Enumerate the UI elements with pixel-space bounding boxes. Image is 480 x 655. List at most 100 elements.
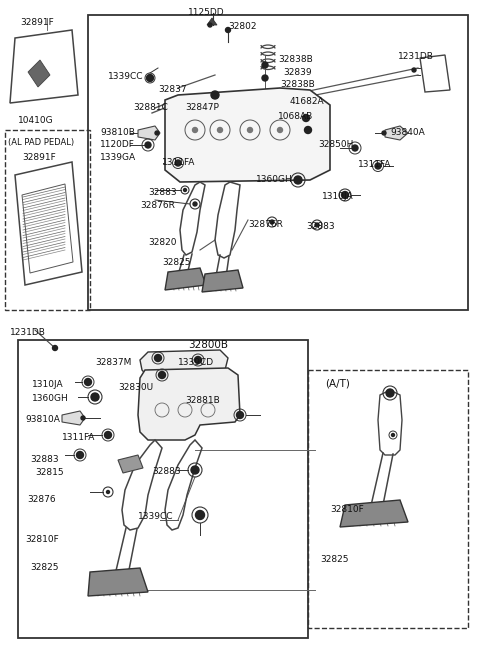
Bar <box>18 340 308 638</box>
Circle shape <box>304 126 312 134</box>
Circle shape <box>392 434 395 436</box>
Polygon shape <box>202 270 243 292</box>
Text: 32847P: 32847P <box>185 103 219 112</box>
Circle shape <box>105 432 111 438</box>
Circle shape <box>158 371 166 379</box>
Text: 32876: 32876 <box>27 495 56 504</box>
Circle shape <box>155 354 161 362</box>
Text: 93810B: 93810B <box>100 128 135 137</box>
Text: 32883: 32883 <box>30 455 59 464</box>
Circle shape <box>76 451 84 458</box>
Circle shape <box>192 128 197 132</box>
Circle shape <box>237 411 243 419</box>
Circle shape <box>195 510 204 519</box>
Circle shape <box>81 416 85 420</box>
Text: 32883: 32883 <box>306 222 335 231</box>
Text: 1311FA: 1311FA <box>162 158 195 167</box>
Text: 32881C: 32881C <box>133 103 168 112</box>
Polygon shape <box>207 18 217 25</box>
Polygon shape <box>138 368 240 440</box>
Polygon shape <box>118 455 143 473</box>
Text: 32825: 32825 <box>320 555 348 564</box>
Circle shape <box>270 220 274 224</box>
Text: 1120DF: 1120DF <box>100 140 135 149</box>
Circle shape <box>175 160 181 166</box>
Text: 1339CC: 1339CC <box>138 512 173 521</box>
Text: 32825: 32825 <box>162 258 191 267</box>
Text: 1068AB: 1068AB <box>278 112 313 121</box>
Text: 1231DB: 1231DB <box>398 52 434 61</box>
Polygon shape <box>62 411 85 425</box>
Text: 32839: 32839 <box>283 68 312 77</box>
Polygon shape <box>28 60 50 87</box>
Text: 32876R: 32876R <box>248 220 283 229</box>
Circle shape <box>248 128 252 132</box>
Text: 1310JA: 1310JA <box>32 380 64 389</box>
Polygon shape <box>340 500 408 527</box>
Text: 32810F: 32810F <box>25 535 59 544</box>
Circle shape <box>146 75 154 81</box>
Bar <box>5 130 90 310</box>
Bar <box>88 15 468 310</box>
Text: 32891F: 32891F <box>22 153 56 162</box>
Text: (A/T): (A/T) <box>325 378 350 388</box>
Text: 1360GH: 1360GH <box>32 394 69 403</box>
Text: 32883: 32883 <box>148 188 177 197</box>
Text: 32838B: 32838B <box>278 55 313 64</box>
Circle shape <box>386 389 394 397</box>
Text: 32837M: 32837M <box>95 358 132 367</box>
Text: 32825: 32825 <box>30 563 59 572</box>
Text: 32800B: 32800B <box>188 340 228 350</box>
Circle shape <box>191 466 199 474</box>
Circle shape <box>84 379 92 386</box>
Polygon shape <box>385 126 408 140</box>
Circle shape <box>226 28 230 33</box>
Circle shape <box>208 23 212 27</box>
Circle shape <box>262 75 268 81</box>
Circle shape <box>91 393 99 401</box>
Circle shape <box>412 68 416 72</box>
Text: 1311FA: 1311FA <box>62 433 96 442</box>
Text: 1360GH: 1360GH <box>256 175 293 184</box>
Circle shape <box>262 62 268 68</box>
Text: 1311FA: 1311FA <box>358 160 391 169</box>
Text: 32838B: 32838B <box>280 80 315 89</box>
Circle shape <box>193 202 197 206</box>
Text: 1339CD: 1339CD <box>178 358 214 367</box>
Polygon shape <box>165 88 330 182</box>
Text: 32881B: 32881B <box>185 396 220 405</box>
Circle shape <box>277 128 283 132</box>
Circle shape <box>52 345 58 350</box>
Text: 1125DD: 1125DD <box>188 8 225 17</box>
Text: 32876R: 32876R <box>140 201 175 210</box>
Text: 41682A: 41682A <box>290 97 324 106</box>
Text: 1339CC: 1339CC <box>108 72 144 81</box>
Circle shape <box>217 128 223 132</box>
Polygon shape <box>88 568 148 596</box>
Text: 32820: 32820 <box>148 238 177 247</box>
Circle shape <box>194 356 202 364</box>
Bar <box>308 370 468 628</box>
Text: 1310JA: 1310JA <box>322 192 354 201</box>
Text: 32891F: 32891F <box>20 18 54 27</box>
Text: 93810A: 93810A <box>25 415 60 424</box>
Circle shape <box>352 145 358 151</box>
Circle shape <box>107 491 109 493</box>
Circle shape <box>294 176 302 184</box>
Text: 1231DB: 1231DB <box>10 328 46 337</box>
Text: 1339GA: 1339GA <box>100 153 136 162</box>
Polygon shape <box>138 126 160 140</box>
Circle shape <box>315 223 319 227</box>
Text: 32883: 32883 <box>152 467 180 476</box>
Circle shape <box>211 91 219 99</box>
Circle shape <box>341 191 348 198</box>
Text: 10410G: 10410G <box>18 116 54 125</box>
Text: 32802: 32802 <box>228 22 256 31</box>
Text: 93840A: 93840A <box>390 128 425 137</box>
Circle shape <box>375 163 381 169</box>
Text: (AL PAD PEDAL): (AL PAD PEDAL) <box>8 138 74 147</box>
Text: 32815: 32815 <box>35 468 64 477</box>
Circle shape <box>183 189 187 191</box>
Polygon shape <box>140 350 228 377</box>
Text: 32830U: 32830U <box>118 383 153 392</box>
